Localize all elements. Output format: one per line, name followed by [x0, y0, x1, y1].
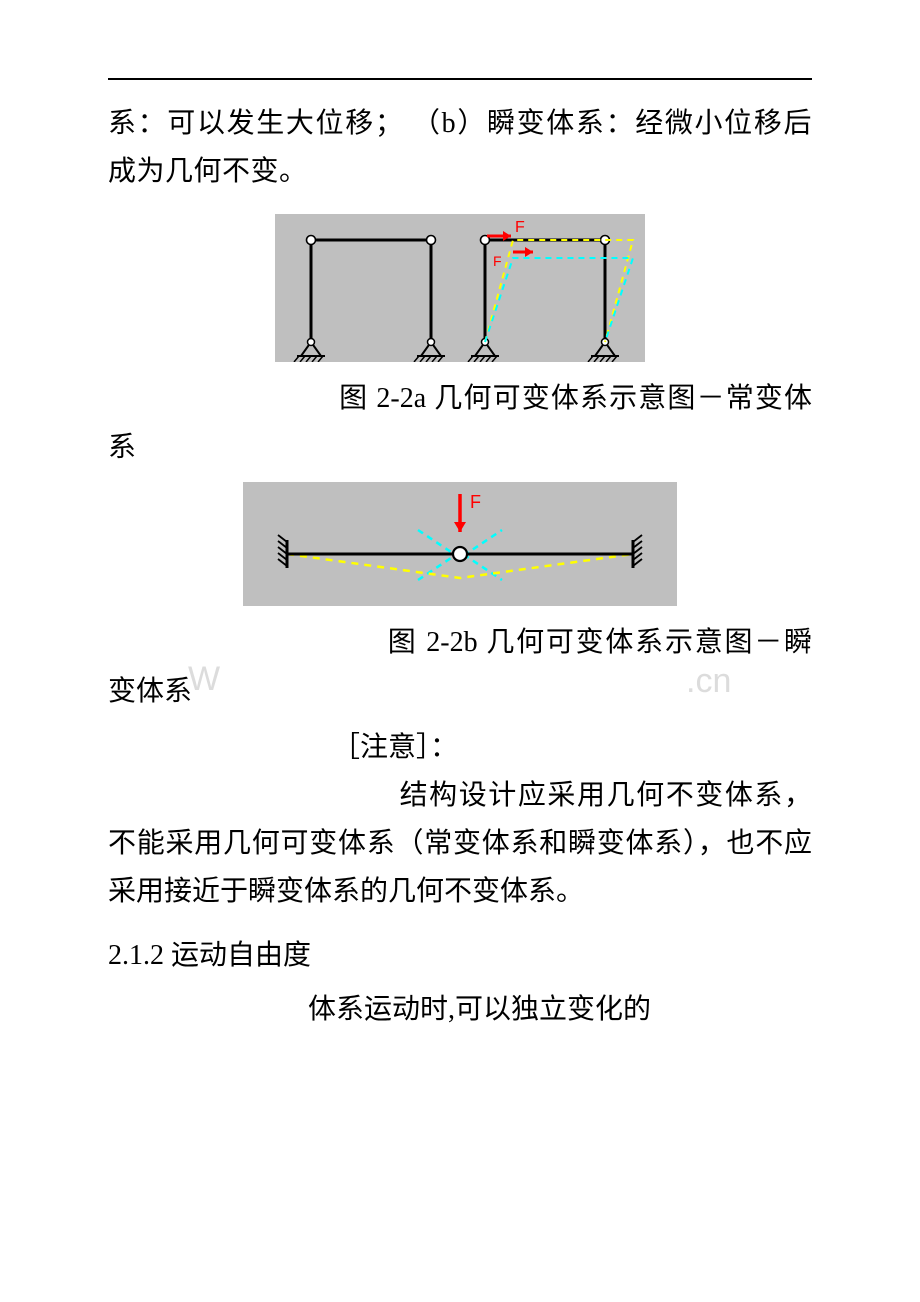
section-body-text: 体系运动时,可以独立变化的	[308, 994, 651, 1025]
caption-2-2b-text: 图 2-2b 几何可变体系示意图－瞬变体系	[108, 627, 812, 707]
note-body: 结构设计应采用几何不变体系，不能采用几何可变体系（常变体系和瞬变体系），也不应采…	[108, 772, 812, 916]
caption-2-2a: 图 2-2a 几何可变体系示意图－常变体系	[108, 374, 812, 472]
section-heading-2-1-2: 2.1.2 运动自由度	[108, 932, 812, 980]
content-area: 系：可以发生大位移； （b）瞬变体系：经微小位移后成为几何不变。 FF 图 2-…	[108, 100, 812, 1034]
svg-text:F: F	[493, 253, 502, 269]
section-body-2-1-2: 体系运动时,可以独立变化的	[108, 986, 812, 1034]
page: 系：可以发生大位移； （b）瞬变体系：经微小位移后成为几何不变。 FF 图 2-…	[0, 0, 920, 1302]
figure-2-2b-svg: F	[243, 482, 677, 606]
note-heading-text: ［注意］：	[332, 732, 458, 763]
svg-text:F: F	[515, 219, 525, 236]
note-heading: ［注意］：	[108, 724, 812, 772]
figure-2-2a-svg: FF	[275, 214, 645, 362]
note-body-text: 结构设计应采用几何不变体系，不能采用几何可变体系（常变体系和瞬变体系），也不应采…	[108, 780, 812, 907]
figure-2-2a: FF	[108, 214, 812, 362]
svg-text:F: F	[470, 492, 481, 512]
caption-2-2b: 图 2-2b 几何可变体系示意图－瞬变体系	[108, 618, 812, 716]
caption-2-2a-text: 图 2-2a 几何可变体系示意图－常变体系	[108, 383, 812, 463]
figure-2-2b: F	[108, 482, 812, 606]
top-rule	[108, 78, 812, 80]
paragraph-intro: 系：可以发生大位移； （b）瞬变体系：经微小位移后成为几何不变。	[108, 100, 812, 196]
